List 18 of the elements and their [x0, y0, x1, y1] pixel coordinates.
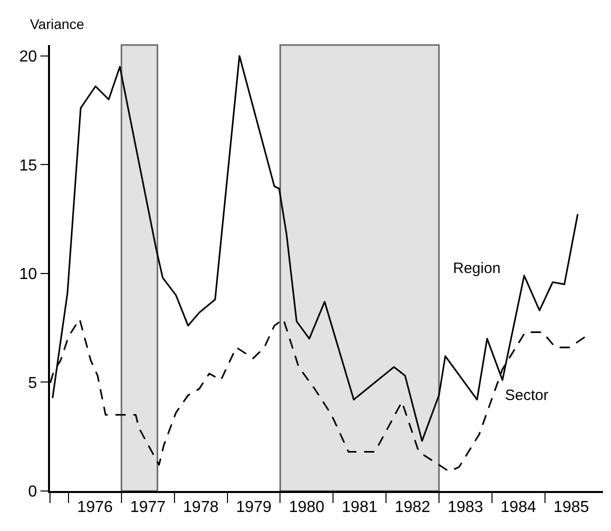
x-tick-label: 1982 — [394, 498, 430, 516]
x-tick-label: 1984 — [500, 498, 536, 516]
x-tick-label: 1980 — [288, 498, 325, 516]
y-tick-label: 0 — [28, 484, 38, 501]
x-tick-label: 1978 — [183, 498, 219, 516]
series-label: Sector — [505, 387, 548, 404]
y-tick-label: 5 — [28, 374, 38, 392]
y-tick-label: 10 — [19, 266, 38, 284]
y-axis-title: Variance — [30, 16, 84, 32]
x-tick-label: 1976 — [77, 498, 113, 516]
x-tick-label: 1981 — [342, 498, 378, 516]
y-tick-label: 20 — [19, 48, 38, 66]
x-tick-label: 1985 — [553, 498, 590, 516]
x-tick-label: 1983 — [448, 498, 484, 516]
x-tick-label: 1979 — [236, 498, 272, 516]
x-tick-label: 1977 — [130, 498, 166, 516]
y-tick-label: 15 — [19, 157, 38, 174]
series-label: Region — [453, 260, 501, 277]
